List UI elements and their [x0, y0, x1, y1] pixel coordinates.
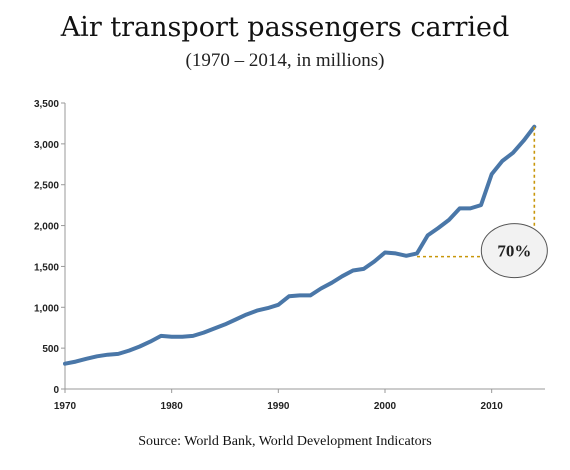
data-point: [191, 334, 195, 338]
data-point: [500, 159, 504, 163]
x-tick-label: 1990: [267, 401, 290, 412]
x-tick-label: 1980: [161, 401, 184, 412]
data-point: [458, 206, 462, 210]
data-point: [383, 251, 387, 255]
data-point: [223, 322, 227, 326]
data-point: [340, 274, 344, 278]
data-point: [362, 267, 366, 271]
data-point: [276, 303, 280, 307]
data-point: [170, 335, 174, 339]
y-tick-label: 1,000: [34, 303, 59, 314]
y-tick-label: 500: [42, 344, 59, 355]
callout-label: 70%: [497, 242, 531, 261]
data-point: [468, 206, 472, 210]
data-point: [319, 286, 323, 290]
data-point: [95, 354, 99, 358]
data-point: [138, 345, 142, 349]
data-point: [308, 293, 312, 297]
data-point: [244, 313, 248, 317]
data-point: [159, 334, 163, 338]
data-point: [479, 203, 483, 207]
data-point: [255, 309, 259, 313]
data-point: [447, 218, 451, 222]
y-axis-ticks: 0 500 1,000 1,500 2,000 2,500 3,000 3,500: [34, 99, 65, 396]
series-line-passengers: [63, 124, 537, 366]
callout-circle: [480, 223, 548, 279]
data-point: [180, 335, 184, 339]
series-points: [63, 125, 536, 366]
y-tick-label: 2,500: [34, 181, 59, 192]
x-tick-label: 1970: [54, 401, 77, 412]
data-point: [202, 331, 206, 335]
y-tick-label: 3,000: [34, 140, 59, 151]
chart-title: Air transport passengers carried: [60, 12, 510, 43]
data-point: [106, 353, 110, 357]
data-point: [266, 306, 270, 310]
data-point: [127, 349, 131, 353]
x-tick-label: 2010: [481, 401, 504, 412]
chart-subtitle: (1970 – 2014, in millions): [185, 50, 385, 71]
data-point: [522, 139, 526, 143]
data-point: [351, 269, 355, 273]
data-point: [415, 251, 419, 255]
data-point: [404, 254, 408, 258]
y-tick-label: 3,500: [34, 99, 59, 110]
data-point: [511, 151, 515, 155]
y-tick-label: 0: [53, 385, 59, 396]
data-point: [212, 327, 216, 331]
data-point: [426, 233, 430, 237]
x-axis-ticks: 1970 1980 1990 2000 2010: [54, 389, 503, 412]
data-point: [490, 172, 494, 176]
data-point: [116, 352, 120, 356]
data-point: [287, 294, 291, 298]
data-point: [84, 357, 88, 361]
data-point: [436, 226, 440, 230]
data-point: [148, 340, 152, 344]
data-point: [63, 362, 67, 366]
y-tick-label: 2,000: [34, 222, 59, 233]
data-point: [74, 360, 78, 364]
data-point: [330, 281, 334, 285]
data-point: [234, 318, 238, 322]
chart-source: Source: World Bank, World Development In…: [138, 434, 432, 449]
data-point: [372, 260, 376, 264]
y-tick-label: 1,500: [34, 262, 59, 273]
data-point: [298, 293, 302, 297]
data-point: [394, 251, 398, 255]
x-tick-label: 2000: [374, 401, 397, 412]
